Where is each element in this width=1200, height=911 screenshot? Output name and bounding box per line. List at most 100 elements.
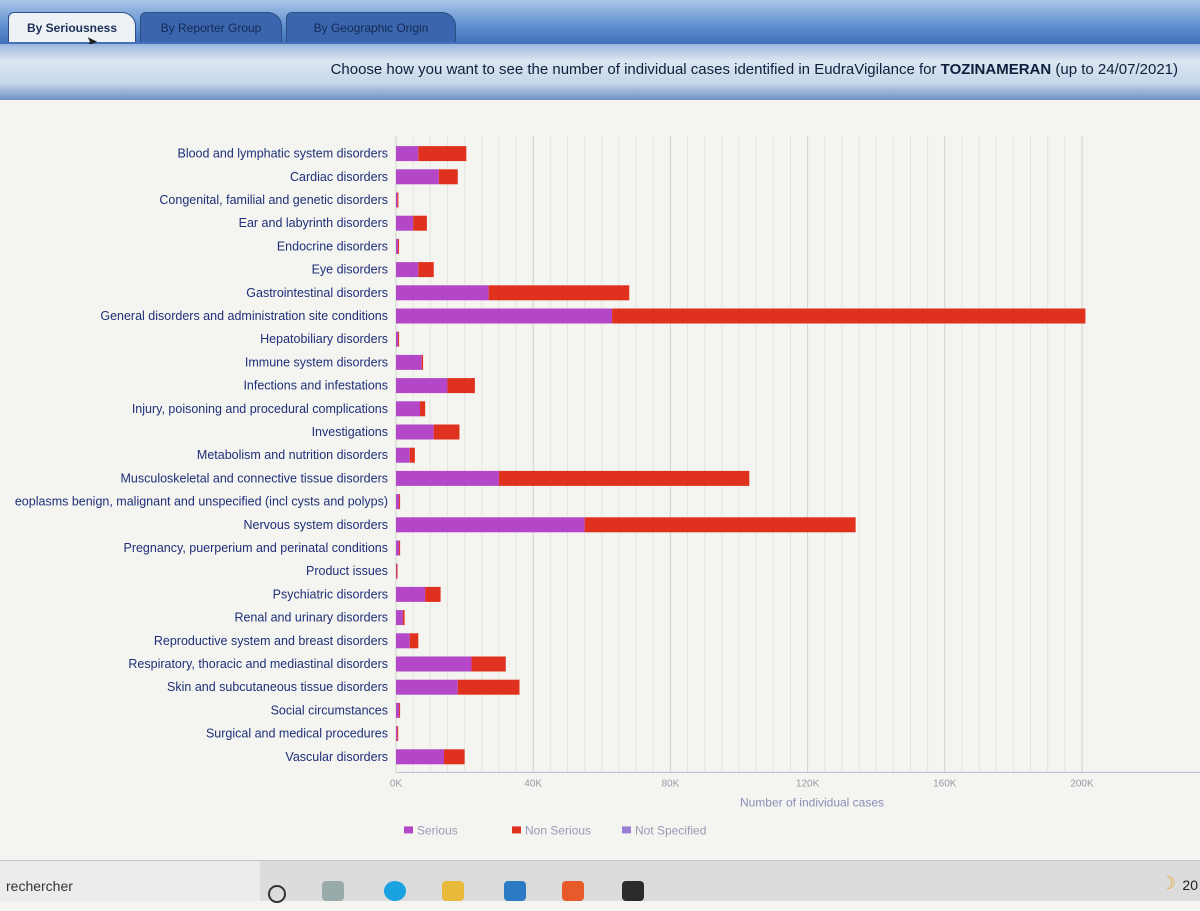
bar-non-serious[interactable] (498, 470, 750, 486)
bar-non-serious[interactable] (402, 610, 405, 626)
file-explorer-icon[interactable] (442, 881, 464, 901)
legend-label: Not Specified (635, 823, 706, 837)
title-prefix: Choose how you want to see the number of… (330, 61, 937, 78)
header-band: Choose how you want to see the number of… (0, 44, 1200, 100)
tab-by-reporter-group[interactable]: By Reporter Group (140, 12, 282, 42)
bar-serious[interactable] (396, 354, 422, 370)
category-label: Metabolism and nutrition disorders (197, 448, 388, 462)
bar-serious[interactable] (396, 586, 426, 602)
legend-swatch (512, 826, 521, 834)
category-label: Infections and infestations (243, 379, 388, 393)
bar-serious[interactable] (396, 378, 448, 394)
bar-serious[interactable] (396, 447, 410, 463)
category-label: Surgical and medical procedures (206, 727, 388, 741)
tab-strip: By Seriousness By Reporter Group By Geog… (0, 0, 1200, 49)
bar-serious[interactable] (396, 610, 403, 626)
bar-serious[interactable] (396, 192, 398, 208)
bar-serious[interactable] (396, 146, 419, 162)
legend-label: Serious (417, 823, 458, 837)
bar-non-serious[interactable] (457, 679, 520, 695)
bar-non-serious[interactable] (398, 238, 400, 254)
bar-non-serious[interactable] (398, 331, 400, 347)
category-label: Endocrine disorders (277, 239, 388, 253)
bar-non-serious[interactable] (409, 447, 415, 463)
bar-non-serious[interactable] (409, 633, 419, 649)
category-label: Reproductive system and breast disorders (154, 634, 388, 648)
bar-non-serious[interactable] (421, 354, 424, 370)
bar-non-serious[interactable] (418, 146, 467, 162)
bar-serious[interactable] (396, 424, 434, 440)
bar-non-serious[interactable] (397, 192, 399, 208)
bar-non-serious[interactable] (399, 702, 401, 718)
category-label: Product issues (306, 564, 388, 578)
bar-non-serious[interactable] (425, 586, 441, 602)
bar-serious[interactable] (396, 517, 585, 533)
bar-non-serious[interactable] (488, 285, 630, 301)
bar-serious[interactable] (396, 494, 400, 510)
bar-non-serious[interactable] (612, 308, 1086, 324)
edge-browser-icon[interactable] (384, 881, 406, 901)
cases-bar-chart: 0K 40K 80K 120K 160K 200K Number of individual… (15, 136, 1200, 837)
category-label: Congenital, familial and genetic disorde… (159, 193, 388, 207)
bar-serious[interactable] (396, 702, 400, 718)
tab-by-geographic-origin[interactable]: By Geographic Origin (286, 12, 456, 42)
bar-serious[interactable] (396, 563, 397, 579)
legend-swatch (622, 826, 631, 834)
bar-serious[interactable] (396, 470, 499, 486)
x-tick-label: 40K (524, 778, 542, 789)
category-label: Gastrointestinal disorders (246, 286, 388, 300)
category-label: Cardiac disorders (290, 170, 388, 184)
bar-serious[interactable] (396, 679, 458, 695)
taskbar-search-box[interactable]: rechercher (0, 861, 260, 901)
bar-serious[interactable] (396, 401, 421, 417)
category-label: General disorders and administration sit… (100, 309, 388, 323)
bar-non-serious[interactable] (418, 262, 434, 278)
bar-non-serious[interactable] (399, 540, 401, 556)
weather-moon-icon: ☽ (1159, 873, 1176, 893)
bar-non-serious[interactable] (584, 517, 856, 533)
bar-non-serious[interactable] (471, 656, 506, 672)
bar-non-serious[interactable] (396, 563, 398, 579)
category-label: Vascular disorders (285, 750, 388, 764)
search-circle-icon[interactable] (268, 885, 286, 903)
bar-serious[interactable] (396, 540, 400, 556)
category-label: Hepatobiliary disorders (260, 332, 388, 346)
category-label: Nervous system disorders (244, 518, 389, 532)
category-label: Ear and labyrinth disorders (239, 216, 388, 230)
bar-serious[interactable] (396, 262, 419, 278)
tab-by-seriousness[interactable]: By Seriousness (8, 12, 136, 42)
bar-non-serious[interactable] (444, 749, 465, 765)
bar-serious[interactable] (396, 238, 399, 254)
x-tick-label: 200K (1070, 778, 1094, 789)
mail-icon[interactable] (504, 881, 526, 901)
firefox-icon[interactable] (562, 881, 584, 901)
bar-serious[interactable] (396, 169, 439, 185)
category-label: Musculoskeletal and connective tissue di… (121, 471, 389, 485)
bar-serious[interactable] (396, 633, 410, 649)
bar-non-serious[interactable] (399, 494, 401, 510)
legend-label: Non Serious (525, 823, 591, 837)
bar-serious[interactable] (396, 331, 399, 347)
bar-serious[interactable] (396, 215, 414, 231)
bar-serious[interactable] (396, 285, 489, 301)
x-tick-label: 160K (933, 778, 957, 789)
bar-serious[interactable] (396, 308, 613, 324)
dropbox-icon[interactable] (622, 881, 644, 901)
bar-serious[interactable] (396, 656, 472, 672)
taskbar: rechercher ☽ 20 (0, 860, 1200, 903)
bar-non-serious[interactable] (397, 726, 399, 742)
category-label: Respiratory, thoracic and mediastinal di… (128, 657, 388, 671)
clock: 20 (1182, 877, 1198, 893)
bar-non-serious[interactable] (420, 401, 426, 417)
bar-non-serious[interactable] (438, 169, 458, 185)
product-name: TOZINAMERAN (940, 61, 1052, 78)
bar-non-serious[interactable] (413, 215, 427, 231)
bar-non-serious[interactable] (433, 424, 460, 440)
bar-serious[interactable] (396, 726, 398, 742)
bar-serious[interactable] (396, 749, 445, 765)
category-label: Immune system disorders (245, 355, 388, 369)
category-label: Psychiatric disorders (273, 587, 388, 601)
category-label: Investigations (312, 425, 388, 439)
bar-non-serious[interactable] (447, 378, 475, 394)
task-view-icon[interactable] (322, 881, 344, 901)
